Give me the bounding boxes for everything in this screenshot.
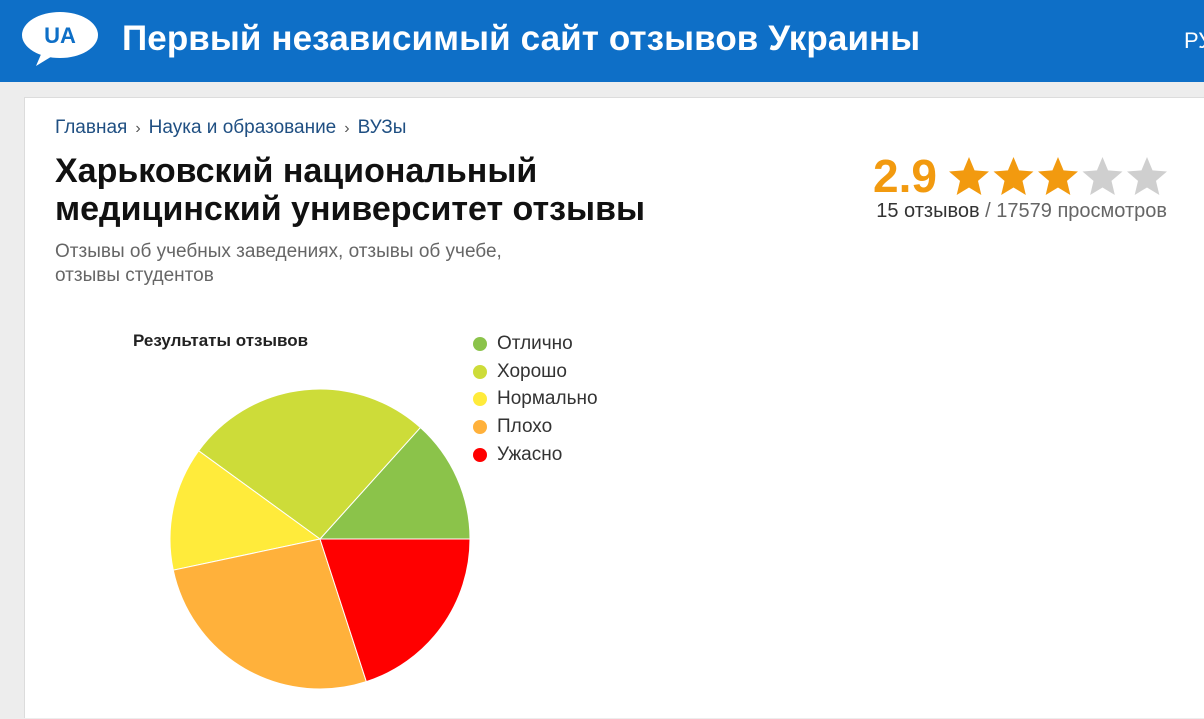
legend-dot-icon (473, 336, 487, 351)
reviews-count[interactable]: 15 отзывов (876, 200, 980, 222)
pie-slice-4[interactable] (172, 538, 367, 690)
page-title-line1: Харьковский национальный (55, 152, 538, 190)
rating-counts: 15 отзывов / 17579 просмотров (876, 200, 1167, 223)
chart-legend: Отлично Хорошо Нормально Плохо Ужасно (473, 330, 598, 468)
star-empty-icon (1127, 157, 1167, 195)
breadcrumb-home[interactable]: Главная (55, 117, 128, 138)
legend-item[interactable]: Плохо (473, 413, 598, 441)
legend-dot-icon (473, 364, 487, 379)
breadcrumb-separator: › (135, 120, 141, 137)
subtitle-line1: Отзывы об учебных заведениях, отзывы об … (55, 241, 502, 262)
legend-dot-icon (473, 419, 487, 434)
breadcrumb-universities[interactable]: ВУЗы (357, 117, 407, 138)
pie-chart (169, 388, 471, 690)
pie-slice-1[interactable] (318, 426, 471, 540)
star-filled-icon (993, 157, 1034, 195)
top-header: UA Первый независимый сайт отзывов Украи… (0, 0, 1204, 82)
legend-label: Плохо (497, 415, 553, 437)
legend-item[interactable]: Нормально (473, 385, 598, 413)
logo-icon[interactable]: UA (20, 10, 100, 68)
views-count: 17579 просмотров (996, 200, 1167, 222)
legend-item[interactable]: Ужасно (473, 441, 598, 469)
pie-slice-5[interactable] (319, 538, 471, 683)
star-empty-icon (1082, 157, 1123, 195)
breadcrumb: Главная › Наука и образование › ВУЗы (55, 117, 406, 139)
rating-stars (949, 157, 1167, 195)
rating-block: 2.9 15 отзывов / 17579 просмотров (825, 150, 1167, 230)
language-switch[interactable]: РУ (1184, 28, 1204, 53)
page-title: Харьковский национальный медицинский уни… (55, 152, 755, 228)
legend-dot-icon (473, 447, 487, 462)
legend-label: Хорошо (497, 360, 567, 382)
content-card: Главная › Наука и образование › ВУЗы Харьков… (24, 97, 1204, 718)
breadcrumb-science[interactable]: Наука и образование (148, 117, 337, 138)
breadcrumb-separator: › (344, 120, 350, 137)
pie-slice-2[interactable] (197, 388, 422, 540)
subtitle-line2: отзывы студентов (55, 265, 214, 286)
pie-slice-3[interactable] (169, 450, 322, 571)
star-filled-icon (949, 157, 989, 195)
site-title[interactable]: Первый независимый сайт отзывов Украины (122, 19, 921, 58)
legend-label: Ужасно (497, 443, 563, 465)
page-title-line2: медицинский университет отзывы (55, 190, 646, 228)
chart-title: Результаты отзывов (133, 331, 309, 350)
page-subtitle: Отзывы об учебных заведениях, отзывы об … (55, 240, 655, 288)
rating-score: 2.9 (873, 150, 937, 202)
svg-text:UA: UA (44, 23, 76, 48)
counts-separator: / (985, 200, 991, 222)
legend-item[interactable]: Хорошо (473, 358, 598, 386)
legend-dot-icon (473, 392, 487, 407)
legend-label: Отлично (497, 332, 573, 354)
legend-item[interactable]: Отлично (473, 330, 598, 358)
star-filled-icon (1038, 157, 1078, 195)
legend-label: Нормально (497, 388, 598, 410)
